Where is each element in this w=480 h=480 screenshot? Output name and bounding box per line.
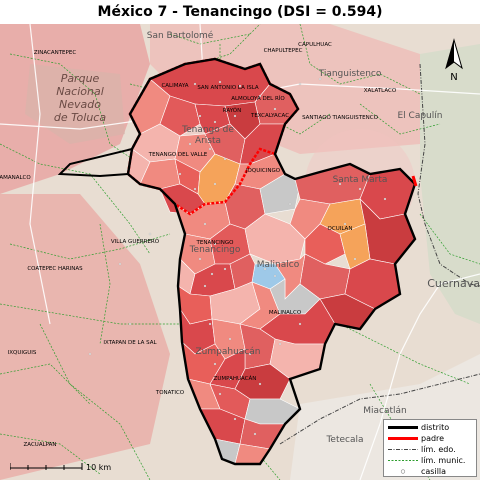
muni-rayon: RAYÓN [223,107,241,114]
legend-symbol-district [388,422,418,433]
muni-tonatico: TONATICO [155,390,185,396]
muni-ixtapan-de-la-sal: IXTAPAN DE LA SAL [103,340,157,346]
label-santa-marta: Santa Marta [333,175,388,185]
muni-zacualpan: ZACUALPAN [24,442,57,448]
muni-tenancingo: TENANCINGO [196,240,235,246]
legend-label-parent: padre [421,434,445,443]
legend-symbol-muni [388,455,418,466]
muni-santiago-tianguistenco: SANTIAGO TIANGUISTENCO [302,115,379,121]
district-sections [127,58,416,465]
town-labels: Tenango de Arista Tenancingo Santa Marta… [147,30,480,445]
regional-labels: Parque Nacional Nevado de Toluca [54,72,106,124]
section-north-4 [159,95,201,137]
label-tenancingo-town: Tenancingo [189,245,241,255]
district-boundary [126,57,417,466]
parent-marker-east [411,175,418,187]
label-cuernavaca: Cuernavaca [427,277,480,290]
legend-label-muni: lím. munic. [421,456,466,465]
map-legend: distrito padre lím. edo. lím. munic. cas… [383,419,477,477]
label-nevado: Nevado [59,98,101,111]
muni-ocuilan: OCUILAN [328,226,353,232]
legend-label-booth: casilla [421,467,447,476]
section-center-3 [244,213,306,265]
legend-row-district: distrito [388,422,449,433]
muni-chapultepec: CHAPULTEPEC [264,48,303,54]
basemap-southwest-shade [0,194,170,480]
scale-bar: 10 km [10,463,111,472]
label-parque: Parque [61,72,100,85]
legend-label-state: lím. edo. [421,445,456,454]
basemap-north-shade [150,24,420,154]
legend-symbol-state [388,444,418,455]
muni-joquicingo: JOQUICINGO [245,168,281,174]
basemap-nevado-gray [25,64,125,144]
legend-symbol-booth [388,466,418,477]
district-boundary-west-spur [57,148,133,178]
muni-tenango-del-valle: TENANGO DEL VALLE [148,152,208,158]
municipal-labels: ZINACANTEPEC CALIMAYA SAN ANTONIO LA ISL… [0,42,397,448]
muni-texcalyacac: TEXCALYACAC [250,113,289,119]
label-arista: Arista [195,136,221,146]
muni-villa-guerrero: VILLA GUERRERO [111,239,160,245]
muni-san-antonio-la-isla: SAN ANTONIO LA ISLA [197,85,259,91]
label-tianguistenco: Tianguistenco [318,69,382,79]
booth-points [88,77,387,436]
legend-row-state: lím. edo. [388,444,456,455]
label-miacatlan: Miacatlán [363,406,407,416]
label-san-bartolome: San Bartolomé [147,30,214,41]
label-el-capulin: El Capulín [398,111,443,121]
muni-ixquiguis: IXQUIGUIS [8,350,37,356]
north-label: N [450,72,457,83]
muni-coatepec-harinas: COATEPEC HARINAS [27,266,83,272]
section-center-6 [229,253,256,290]
muni-capulhuac: CAPULHUAC [298,42,332,48]
muni-xalatlaco: XALATLACO [364,88,397,94]
muni-zinacantepec: ZINACANTEPEC [34,50,77,56]
legend-row-booth: casilla [388,466,446,477]
map-title: México 7 - Tenancingo (DSI = 0.594) [97,4,383,20]
label-zumpahuacan-town: Zumpahuacán [196,347,261,357]
label-tetecala: Tetecala [325,435,363,445]
muni-almoloya-del-rio: ALMOLOYA DEL RÍO [231,95,285,102]
legend-label-district: distrito [421,423,450,432]
muni-calimaya: CALIMAYA [161,83,188,89]
legend-row-muni: lím. munic. [388,455,465,466]
muni-malinalco: MALINALCO [269,310,302,316]
state-boundary [417,63,480,287]
label-tenango-de: Tenango de [181,125,234,135]
label-malinalco-town: Malinalco [257,260,300,270]
legend-symbol-parent [388,433,418,444]
label-de-toluca: de Toluca [54,111,106,124]
north-arrow: N [445,38,463,83]
muni-amanalco: AMANALCO [0,175,31,181]
basemap-east-green [420,44,480,324]
legend-row-parent: padre [388,433,444,444]
label-nacional: Nacional [56,85,104,98]
state-boundary-south [279,373,480,445]
muni-zumpahuacan: ZUMPAHUACÁN [214,375,257,382]
map-canvas[interactable]: Parque Nacional Nevado de Toluca Tenango… [0,24,480,480]
scale-label: 10 km [86,463,111,472]
